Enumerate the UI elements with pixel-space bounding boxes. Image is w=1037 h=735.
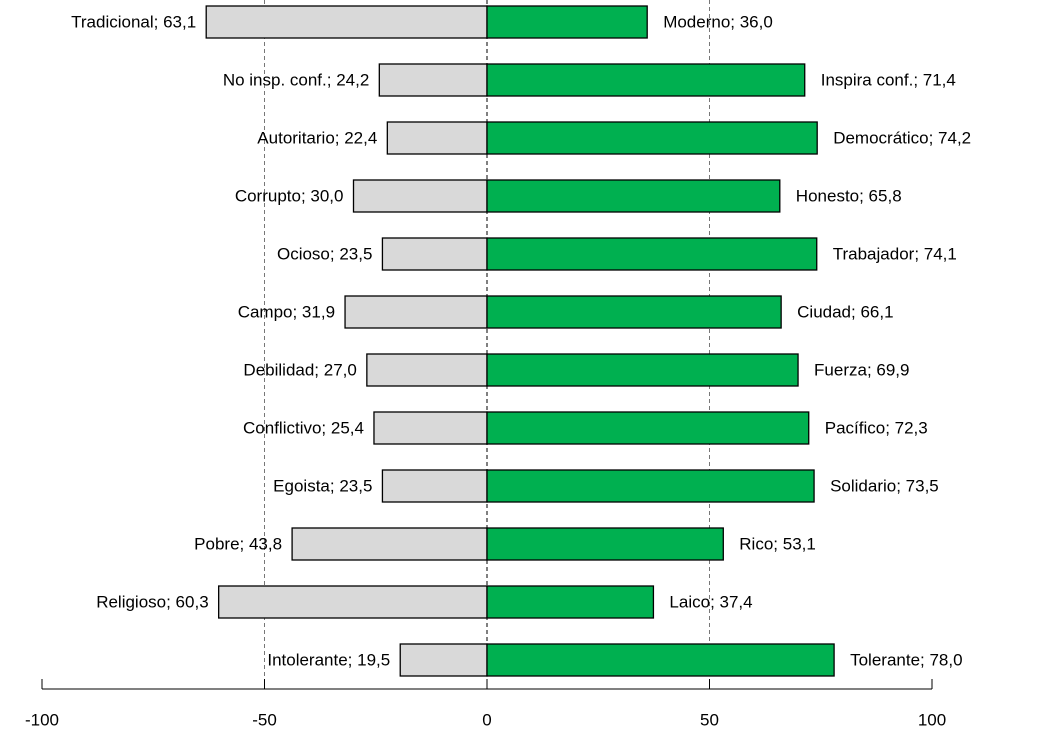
- bar: [373, 411, 488, 445]
- bar: [486, 63, 806, 97]
- data-label: Pacífico; 72,3: [825, 418, 928, 437]
- data-label: Corrupto; 30,0: [235, 186, 344, 205]
- data-label: Rico; 53,1: [739, 534, 816, 553]
- bar: [486, 643, 835, 677]
- data-label: Tradicional; 63,1: [71, 12, 196, 31]
- data-label: Debilidad; 27,0: [243, 360, 356, 379]
- bar: [218, 585, 488, 619]
- bar: [486, 411, 810, 445]
- bar: [344, 295, 488, 329]
- bar: [352, 179, 488, 213]
- bar: [366, 353, 488, 387]
- data-label: Fuerza; 69,9: [814, 360, 909, 379]
- data-label: Egoista; 23,5: [273, 476, 372, 495]
- data-label: Intolerante; 19,5: [267, 650, 390, 669]
- bar: [486, 295, 782, 329]
- data-label: Inspira conf.; 71,4: [821, 70, 956, 89]
- data-label: Honesto; 65,8: [796, 186, 902, 205]
- bar: [381, 237, 488, 271]
- data-label: Religioso; 60,3: [96, 592, 208, 611]
- data-label: Campo; 31,9: [238, 302, 335, 321]
- bar: [486, 469, 815, 503]
- bar: [486, 5, 648, 39]
- data-label: Trabajador; 74,1: [833, 244, 957, 263]
- bar: [486, 121, 818, 155]
- x-tick-label: 100: [918, 710, 946, 729]
- bar: [486, 237, 818, 271]
- data-label: Conflictivo; 25,4: [243, 418, 364, 437]
- x-tick-label: 0: [482, 710, 491, 729]
- bar: [486, 585, 655, 619]
- bar: [291, 527, 488, 561]
- x-tick-label: -50: [252, 710, 277, 729]
- bar: [486, 527, 724, 561]
- data-label: Solidario; 73,5: [830, 476, 939, 495]
- data-label: Ocioso; 23,5: [277, 244, 372, 263]
- data-label: Autoritario; 22,4: [257, 128, 377, 147]
- data-label: Laico; 37,4: [669, 592, 752, 611]
- bar: [205, 5, 488, 39]
- data-label: Pobre; 43,8: [194, 534, 282, 553]
- bar: [486, 179, 781, 213]
- bar: [386, 121, 488, 155]
- data-label: Ciudad; 66,1: [797, 302, 893, 321]
- data-label: No insp. conf.; 24,2: [223, 70, 369, 89]
- x-tick-label: -100: [25, 710, 59, 729]
- bar: [399, 643, 488, 677]
- bar: [378, 63, 488, 97]
- bar: [381, 469, 488, 503]
- data-label: Tolerante; 78,0: [850, 650, 962, 669]
- bar: [486, 353, 799, 387]
- data-label: Moderno; 36,0: [663, 12, 773, 31]
- x-tick-label: 50: [700, 710, 719, 729]
- data-label: Democrático; 74,2: [833, 128, 971, 147]
